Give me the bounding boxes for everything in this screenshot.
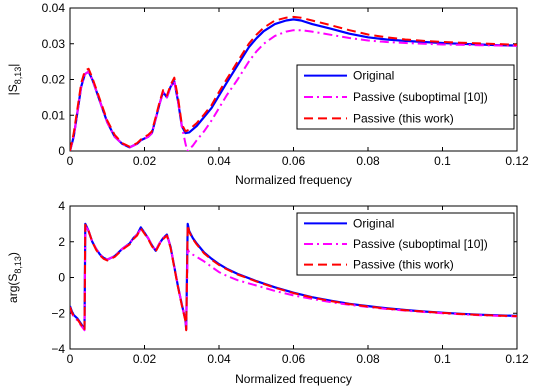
- y-tick-label: 0.03: [42, 37, 66, 51]
- x-tick-label: 0.04: [207, 352, 231, 366]
- legend-label-2: Passive (suboptimal [10]): [353, 90, 488, 104]
- legend-label-1: Original: [353, 216, 394, 230]
- y-tick-label: 0.04: [42, 1, 66, 15]
- y-axis-label: |S8,13|: [6, 64, 23, 96]
- y-tick-label: 0: [58, 144, 65, 158]
- legend: Original Passive (suboptimal [10]) Passive…: [296, 212, 515, 276]
- y-tick-label: 4: [58, 199, 65, 213]
- x-tick-label: 0: [67, 154, 74, 168]
- y-tick-label: −4: [51, 342, 65, 356]
- y-tick-label: 0: [58, 271, 65, 285]
- y-tick-label: 0.02: [42, 73, 66, 87]
- y-axis-label: arg(S8,13): [6, 252, 23, 303]
- x-axis-label: Normalized frequency: [235, 372, 352, 386]
- x-tick-label: 0.06: [282, 352, 306, 366]
- series-group: [70, 15, 517, 151]
- x-axis-label: Normalized frequency: [235, 173, 352, 187]
- x-tick-label: 0: [67, 352, 74, 366]
- magnitude-plot: 0 0.02 0.04 0.06 0.08 0.1 0.12 0 0.01 0.02 0.03 0.0…: [6, 1, 529, 187]
- legend-label-2: Passive (suboptimal [10]): [353, 237, 488, 251]
- y-tick-label: 0.01: [42, 108, 66, 122]
- x-tick-label: 0.02: [133, 352, 157, 366]
- series-line-3: [70, 223, 517, 332]
- x-tick-label: 0.04: [207, 154, 231, 168]
- x-tick-label: 0.12: [505, 352, 529, 366]
- x-tick-label: 0.06: [282, 154, 306, 168]
- x-tick-label: 0.08: [356, 352, 380, 366]
- legend: Original Passive (suboptimal [10]) Passive…: [296, 64, 515, 130]
- series-line-1: [70, 18, 517, 151]
- series-group: [70, 222, 517, 332]
- legend-label-3: Passive (this work): [353, 258, 454, 272]
- y-tick-label: 2: [58, 235, 65, 249]
- x-tick-label: 0.12: [505, 154, 529, 168]
- x-tick-label: 0.08: [356, 154, 380, 168]
- x-tick-label: 0.1: [434, 154, 451, 168]
- phase-plot: 0 0.02 0.04 0.06 0.08 0.1 0.12 −4 −2 0 2 4 Normalize…: [6, 199, 529, 386]
- legend-label-3: Passive (this work): [353, 111, 454, 125]
- y-tick-label: −2: [51, 306, 65, 320]
- x-tick-label: 0.1: [434, 352, 451, 366]
- x-tick-label: 0.02: [133, 154, 157, 168]
- legend-label-1: Original: [353, 69, 394, 83]
- series-line-3: [70, 15, 517, 151]
